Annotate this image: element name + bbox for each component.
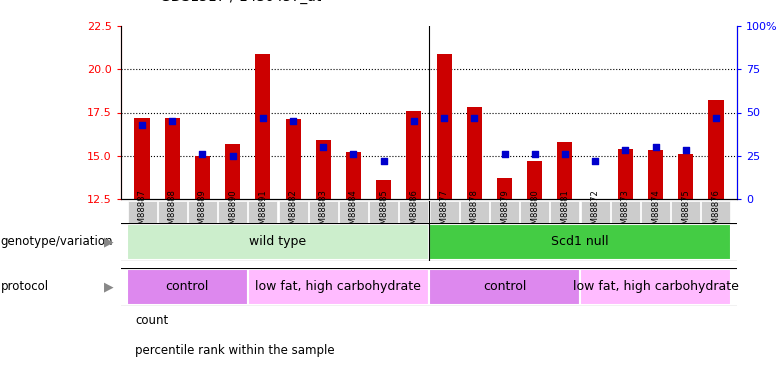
Bar bbox=[128, 201, 157, 223]
Point bbox=[589, 158, 601, 164]
Bar bbox=[225, 144, 240, 199]
Bar bbox=[195, 156, 210, 199]
Bar bbox=[497, 178, 512, 199]
Text: control: control bbox=[483, 280, 526, 293]
Text: GSM88891: GSM88891 bbox=[258, 189, 268, 235]
Text: GSM88882: GSM88882 bbox=[289, 189, 298, 235]
Text: ▶: ▶ bbox=[104, 236, 113, 248]
Text: Scd1 null: Scd1 null bbox=[551, 236, 609, 248]
Bar bbox=[278, 201, 307, 223]
Bar bbox=[520, 201, 549, 223]
Point bbox=[408, 118, 420, 124]
Bar bbox=[127, 269, 248, 305]
Bar bbox=[248, 269, 429, 305]
Text: GSM88884: GSM88884 bbox=[349, 189, 358, 235]
Bar bbox=[611, 201, 640, 223]
Point bbox=[649, 144, 661, 150]
Bar bbox=[376, 180, 392, 199]
Bar bbox=[678, 154, 693, 199]
Point bbox=[498, 151, 511, 157]
Text: wild type: wild type bbox=[250, 236, 307, 248]
Bar bbox=[580, 269, 731, 305]
Bar bbox=[429, 269, 580, 305]
Bar bbox=[339, 201, 368, 223]
Bar bbox=[437, 54, 452, 199]
Point bbox=[257, 115, 269, 121]
Point bbox=[468, 115, 480, 121]
Text: count: count bbox=[135, 314, 168, 327]
Bar bbox=[218, 201, 247, 223]
Point bbox=[679, 147, 692, 153]
Text: GSM88881: GSM88881 bbox=[560, 189, 569, 235]
Text: GSM88873: GSM88873 bbox=[621, 189, 629, 235]
Text: low fat, high carbohydrate: low fat, high carbohydrate bbox=[255, 280, 421, 293]
Bar bbox=[551, 201, 580, 223]
Bar bbox=[369, 201, 399, 223]
Text: GSM88890: GSM88890 bbox=[229, 189, 237, 235]
Bar bbox=[285, 119, 300, 199]
Bar bbox=[648, 150, 663, 199]
Text: GSM88888: GSM88888 bbox=[168, 189, 177, 235]
Bar bbox=[618, 149, 633, 199]
Text: protocol: protocol bbox=[1, 280, 49, 293]
Bar bbox=[134, 118, 150, 199]
Point bbox=[197, 151, 209, 157]
Text: GSM88879: GSM88879 bbox=[500, 189, 509, 235]
Text: GSM88880: GSM88880 bbox=[530, 189, 539, 235]
Point bbox=[529, 151, 541, 157]
Bar bbox=[248, 201, 278, 223]
Bar bbox=[309, 201, 338, 223]
Bar bbox=[429, 224, 731, 260]
Text: GSM88886: GSM88886 bbox=[410, 189, 418, 235]
Bar bbox=[127, 224, 429, 260]
Point bbox=[619, 147, 632, 153]
Text: ▶: ▶ bbox=[104, 280, 113, 293]
Text: control: control bbox=[165, 280, 209, 293]
Bar bbox=[672, 201, 700, 223]
Text: GSM88874: GSM88874 bbox=[651, 189, 660, 235]
Bar bbox=[527, 161, 542, 199]
Point bbox=[317, 144, 329, 150]
Point bbox=[558, 151, 571, 157]
Point bbox=[166, 118, 179, 124]
Bar bbox=[587, 199, 603, 204]
Bar bbox=[255, 54, 271, 199]
Text: GSM88883: GSM88883 bbox=[319, 189, 328, 235]
Text: GSM88875: GSM88875 bbox=[681, 189, 690, 235]
Text: GSM88885: GSM88885 bbox=[379, 189, 388, 235]
Point bbox=[136, 122, 148, 128]
Bar bbox=[641, 201, 670, 223]
Text: low fat, high carbohydrate: low fat, high carbohydrate bbox=[573, 280, 739, 293]
Bar bbox=[430, 201, 459, 223]
Point bbox=[347, 151, 360, 157]
Point bbox=[710, 115, 722, 121]
Bar bbox=[701, 201, 730, 223]
Text: GSM88877: GSM88877 bbox=[440, 189, 448, 235]
Text: GSM88889: GSM88889 bbox=[198, 189, 207, 235]
Bar bbox=[188, 201, 217, 223]
Point bbox=[287, 118, 300, 124]
Text: GSM88878: GSM88878 bbox=[470, 189, 479, 235]
Text: GSM88887: GSM88887 bbox=[137, 189, 147, 235]
Bar bbox=[346, 152, 361, 199]
Bar bbox=[460, 201, 489, 223]
Text: GSM88872: GSM88872 bbox=[590, 189, 600, 235]
Bar bbox=[580, 201, 610, 223]
Bar bbox=[708, 100, 724, 199]
Point bbox=[378, 158, 390, 164]
Bar bbox=[466, 107, 482, 199]
Text: GSM88876: GSM88876 bbox=[711, 189, 721, 235]
Bar bbox=[165, 118, 180, 199]
Bar bbox=[558, 142, 573, 199]
Bar bbox=[399, 201, 428, 223]
Text: GDS1517 / 1430457_at: GDS1517 / 1430457_at bbox=[160, 0, 321, 4]
Point bbox=[226, 153, 239, 159]
Text: genotype/variation: genotype/variation bbox=[1, 236, 113, 248]
Text: percentile rank within the sample: percentile rank within the sample bbox=[135, 344, 335, 357]
Bar bbox=[490, 201, 519, 223]
Point bbox=[438, 115, 450, 121]
Bar bbox=[158, 201, 186, 223]
Bar bbox=[316, 140, 331, 199]
Bar bbox=[406, 111, 421, 199]
